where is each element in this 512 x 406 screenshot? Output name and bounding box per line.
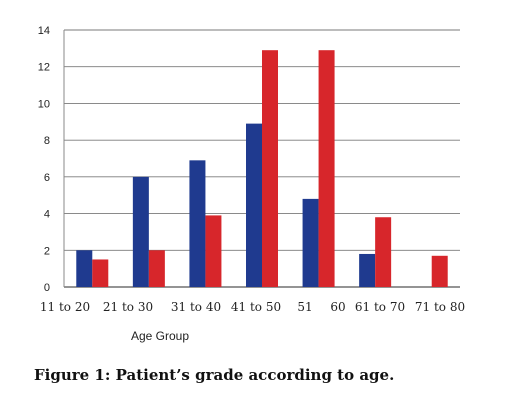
bar-series2-6 bbox=[375, 217, 392, 287]
y-tick-label-4: 4 bbox=[44, 209, 50, 221]
bar-series2-7 bbox=[431, 255, 448, 287]
bar-series1-3 bbox=[189, 160, 206, 287]
bar-series2-1 bbox=[92, 259, 109, 287]
x-tick-label-3: 31 to 40 bbox=[171, 300, 221, 314]
y-tick-label-2: 2 bbox=[44, 245, 50, 257]
x-tick-label-4: 41 to 50 bbox=[231, 300, 281, 314]
figure-caption: Figure 1: Patient’s grade according to a… bbox=[34, 366, 395, 384]
bar-series1-2 bbox=[132, 176, 149, 287]
bar-series2-2 bbox=[148, 250, 165, 287]
x-tick-label-7: 61 to 70 bbox=[355, 300, 405, 314]
bar-series2-4 bbox=[262, 50, 278, 287]
y-tick-label-6: 6 bbox=[44, 172, 50, 184]
bars bbox=[76, 50, 448, 287]
bar-chart: 0 2 4 6 8 10 12 14 11 to 20 21 to 30 31 to 40 41 t… bbox=[38, 25, 465, 343]
x-axis-title: Age Group bbox=[131, 329, 189, 343]
x-tick-label-6: 60 bbox=[330, 300, 345, 314]
x-tick-label-2: 21 to 30 bbox=[103, 300, 153, 314]
y-tick-label-12: 12 bbox=[38, 62, 50, 74]
x-tick-label-5: 51 bbox=[297, 300, 312, 314]
y-tick-label-10: 10 bbox=[38, 98, 50, 110]
x-tick-label-8: 71 to 80 bbox=[415, 300, 465, 314]
bar-series1-5 bbox=[302, 198, 319, 287]
bar-series2-3 bbox=[205, 215, 222, 287]
x-tick-label-1: 11 to 20 bbox=[40, 300, 90, 314]
bar-series1-6 bbox=[359, 253, 376, 287]
y-tick-label-14: 14 bbox=[38, 25, 50, 37]
y-tick-label-8: 8 bbox=[44, 135, 50, 147]
y-axis: 0 2 4 6 8 10 12 14 bbox=[38, 25, 50, 294]
bar-series1-1 bbox=[76, 250, 93, 287]
x-axis: 11 to 20 21 to 30 31 to 40 41 to 50 51 60 61 t… bbox=[40, 300, 465, 314]
bar-series2-5 bbox=[318, 50, 335, 287]
bar-series1-4 bbox=[246, 123, 262, 287]
y-tick-label-0: 0 bbox=[44, 282, 50, 294]
